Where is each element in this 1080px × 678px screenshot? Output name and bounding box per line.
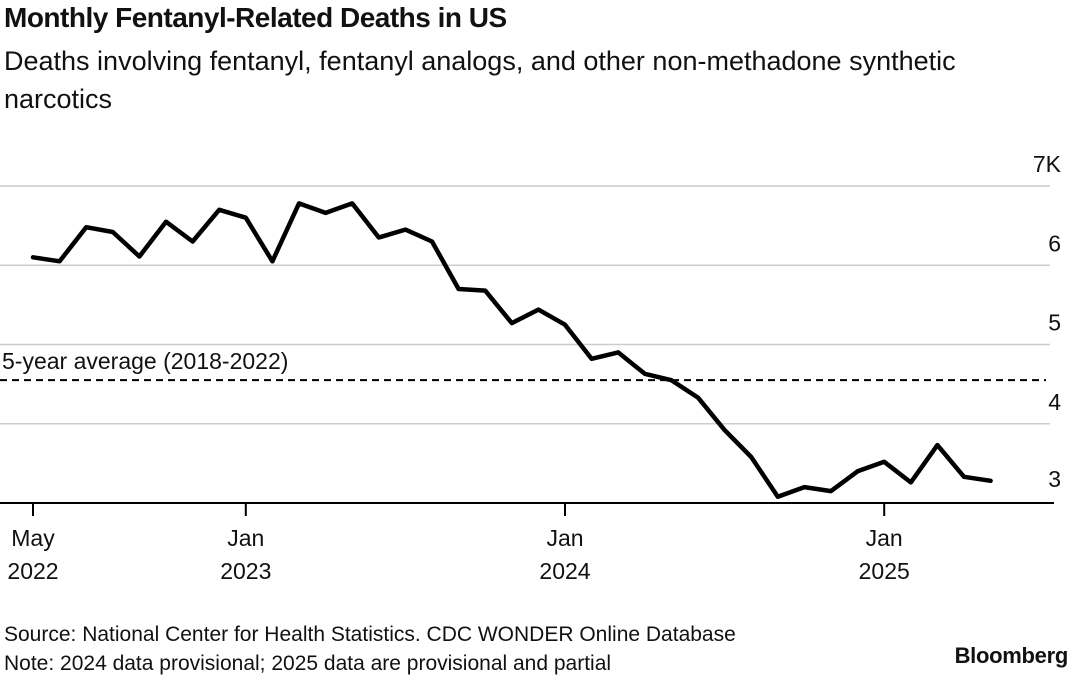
x-tick-label-month: Jan	[866, 525, 903, 551]
data-point	[457, 287, 461, 291]
data-point	[324, 211, 328, 215]
data-note: Note: 2024 data provisional; 2025 data a…	[4, 652, 612, 675]
chart-subtitle: Deaths involving fentanyl, fentanyl anal…	[4, 46, 956, 114]
data-point	[643, 372, 647, 376]
data-point	[164, 220, 168, 224]
data-point	[935, 443, 939, 447]
bloomberg-logo: Bloomberg	[954, 643, 1069, 668]
data-point	[669, 378, 673, 382]
data-point	[403, 228, 407, 232]
data-point	[749, 455, 753, 459]
data-point	[244, 216, 248, 220]
data-point	[989, 479, 993, 483]
data-point	[802, 485, 806, 489]
y-tick-label: 6	[1048, 230, 1061, 256]
y-tick-label: 3	[1048, 466, 1061, 492]
data-point	[829, 489, 833, 493]
data-point	[563, 323, 567, 327]
data-point	[297, 201, 301, 205]
x-tick-label-year: 2024	[539, 558, 590, 584]
data-point	[137, 255, 141, 259]
source-note: Source: National Center for Health Stati…	[4, 623, 736, 646]
data-point	[270, 259, 274, 263]
data-point	[217, 208, 221, 212]
data-point	[84, 225, 88, 229]
data-point	[909, 480, 913, 484]
footer: Source: National Center for Health Stati…	[4, 620, 736, 678]
x-tick-label-year: 2022	[7, 558, 58, 584]
data-point	[590, 357, 594, 361]
data-point	[58, 259, 62, 263]
series-line	[30, 201, 993, 499]
data-point	[430, 239, 434, 243]
data-point	[962, 475, 966, 479]
chart-title: Monthly Fentanyl-Related Deaths in US	[4, 2, 507, 33]
data-point	[111, 230, 115, 234]
x-tick-label-month: Jan	[546, 525, 583, 551]
data-point	[350, 201, 354, 205]
data-point	[696, 396, 700, 400]
data-point	[856, 469, 860, 473]
data-point	[616, 350, 620, 354]
y-tick-label: 5	[1048, 310, 1061, 336]
x-tick-label-month: May	[11, 525, 55, 551]
x-tick-label-year: 2025	[859, 558, 910, 584]
x-tick-label-month: Jan	[227, 525, 264, 551]
data-point	[31, 255, 35, 259]
data-point	[882, 460, 886, 464]
data-point	[776, 495, 780, 499]
data-point	[483, 289, 487, 293]
line-chart: 3 4 5 6 7K May 2022 Jan 2023 Jan 2024 Jan 2025 5-year…	[0, 151, 1062, 584]
data-point	[723, 428, 727, 432]
data-point	[191, 239, 195, 243]
y-tick-label: 7K	[1033, 151, 1062, 177]
data-point	[510, 321, 514, 325]
y-tick-label: 4	[1048, 389, 1061, 415]
data-point	[377, 236, 381, 240]
data-point	[536, 308, 540, 312]
x-tick-label-year: 2023	[220, 558, 271, 584]
five-year-average-label: 5-year average (2018-2022)	[2, 348, 288, 374]
